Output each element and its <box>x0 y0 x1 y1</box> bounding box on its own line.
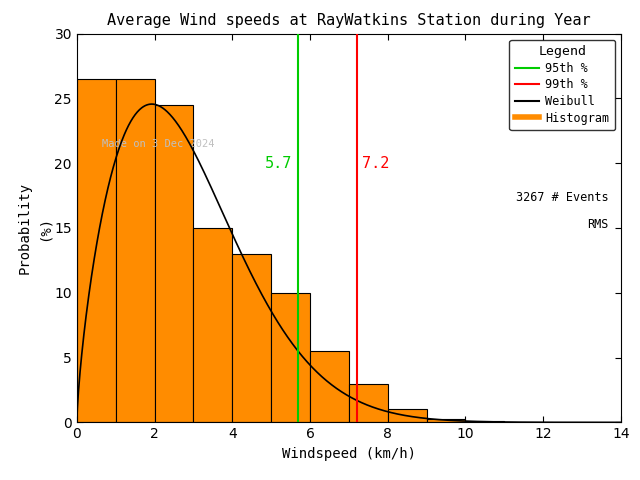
Bar <box>310 351 349 422</box>
Text: Made on 3 Dec 2024: Made on 3 Dec 2024 <box>102 139 214 149</box>
Bar <box>116 79 154 422</box>
Title: Average Wind speeds at RayWatkins Station during Year: Average Wind speeds at RayWatkins Statio… <box>107 13 591 28</box>
Bar <box>154 105 193 422</box>
Bar <box>77 79 116 422</box>
Bar <box>388 409 426 422</box>
Bar <box>271 293 310 422</box>
Bar <box>232 254 271 422</box>
Bar <box>465 421 504 422</box>
Text: 5.7: 5.7 <box>265 156 292 171</box>
Text: RMS: RMS <box>588 218 609 231</box>
Bar <box>426 419 465 422</box>
Y-axis label: Probability
(%): Probability (%) <box>18 182 52 274</box>
Text: 3267 # Events: 3267 # Events <box>516 191 609 204</box>
Bar <box>349 384 388 422</box>
X-axis label: Windspeed (km/h): Windspeed (km/h) <box>282 447 416 461</box>
Text: 7.2: 7.2 <box>362 156 390 171</box>
Legend: 95th %, 99th %, Weibull, Histogram: 95th %, 99th %, Weibull, Histogram <box>509 39 615 131</box>
Bar <box>193 228 232 422</box>
